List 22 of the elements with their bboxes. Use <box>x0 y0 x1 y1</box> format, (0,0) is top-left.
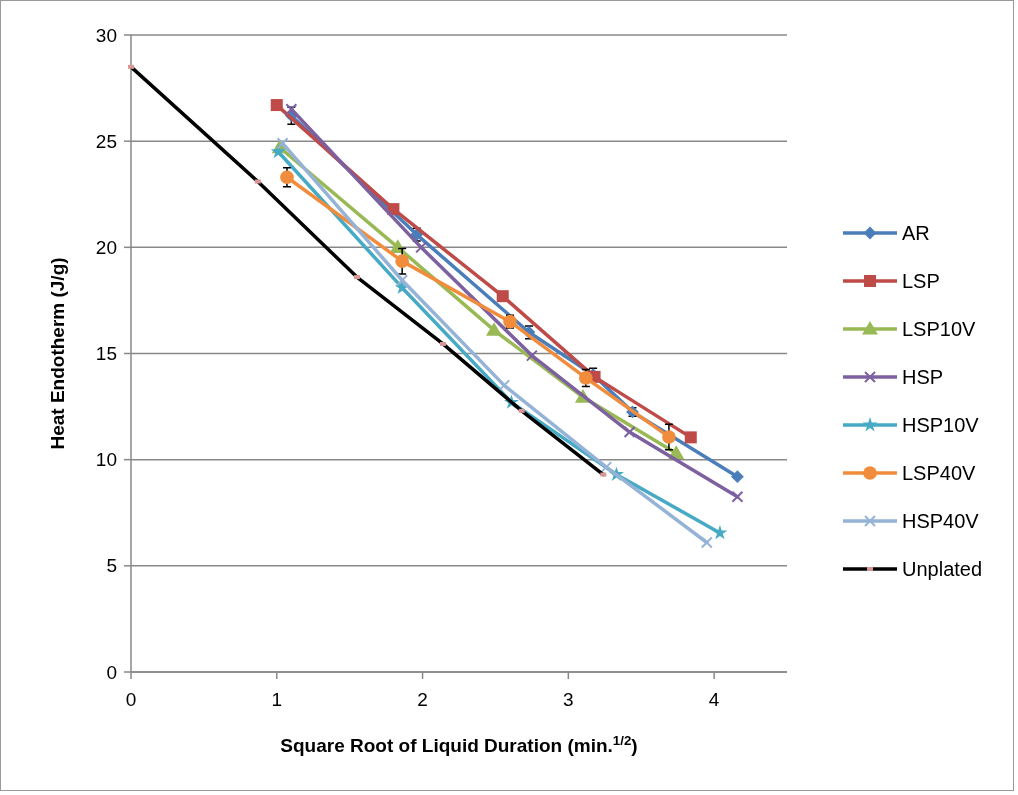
y-axis-title: Heat Endotherm (J/g) <box>47 257 68 450</box>
legend-label: HSP10V <box>902 414 980 436</box>
x-axis-title: Square Root of Liquid Duration (min.$^{1/2}$) <box>280 732 638 756</box>
x-tick-label: 4 <box>708 689 720 710</box>
y-tick-label: 15 <box>95 343 117 365</box>
legend-label: LSP10V <box>902 318 977 340</box>
legend-label: HSP <box>902 366 944 388</box>
x-tick-label: 3 <box>563 689 574 710</box>
legend-label: AR <box>902 222 930 244</box>
x-tick-label: 2 <box>417 689 428 710</box>
y-tick-label: 0 <box>106 661 117 683</box>
legend-label: Unplated <box>902 558 983 580</box>
y-tick-label: 5 <box>106 555 117 577</box>
y-tick-label: 25 <box>95 130 117 152</box>
legend-label: LSP40V <box>902 462 977 484</box>
y-tick-label: 10 <box>95 449 117 471</box>
legend-label: LSP <box>902 270 940 292</box>
y-tick-label: 20 <box>95 236 117 258</box>
x-tick-label: 1 <box>271 689 283 710</box>
y-tick-label: 30 <box>95 24 117 46</box>
x-tick-label: 0 <box>125 689 137 710</box>
legend-label: HSP40V <box>902 510 980 532</box>
